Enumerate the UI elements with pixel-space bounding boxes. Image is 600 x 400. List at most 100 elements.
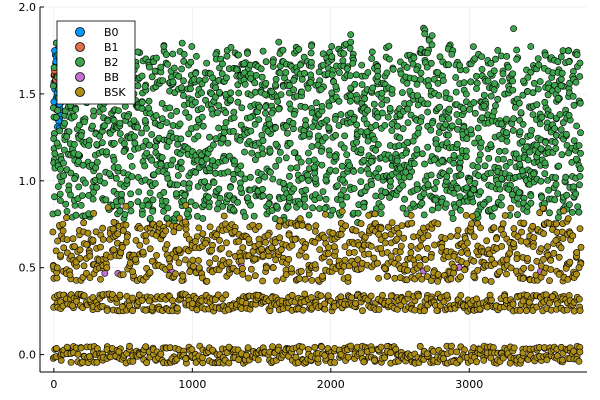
b2-point	[178, 84, 185, 92]
b2-point	[304, 85, 312, 92]
bsk-point	[383, 272, 391, 280]
b2-point	[546, 209, 553, 217]
b2-point	[212, 84, 219, 92]
bsk-point	[338, 207, 346, 215]
bsk-point	[53, 344, 60, 352]
b2-point	[151, 67, 159, 75]
b2-point	[358, 61, 366, 69]
b2-point	[383, 69, 391, 77]
bsk-point	[301, 290, 309, 298]
b2-point	[398, 89, 406, 96]
b2-point	[555, 162, 563, 170]
bsk-point	[311, 261, 319, 269]
bsk-point	[527, 264, 535, 272]
bsk-point	[441, 235, 449, 242]
b2-point	[434, 145, 442, 153]
bsk-point	[470, 233, 478, 240]
b2-point	[131, 139, 139, 147]
bsk-point	[314, 355, 322, 363]
b2-point	[436, 103, 443, 111]
b2-point	[99, 105, 107, 113]
b2-point	[54, 107, 62, 114]
b2-point	[163, 214, 171, 222]
b2-point	[150, 171, 158, 179]
b2-point	[368, 48, 376, 56]
b2-point	[274, 98, 281, 105]
b2-point	[180, 180, 188, 187]
b2-point	[556, 111, 564, 118]
bsk-point	[462, 211, 470, 219]
bsk-point	[153, 251, 160, 259]
b2-point	[491, 80, 499, 87]
b2-point	[423, 63, 431, 71]
b2-point	[533, 101, 541, 109]
b2-point	[188, 43, 196, 50]
b2-point	[346, 97, 354, 105]
bsk-point	[576, 348, 584, 356]
b2-point	[138, 98, 146, 106]
b2-point	[70, 113, 78, 120]
b2-point	[258, 73, 266, 81]
b2-point	[457, 171, 465, 179]
b2-point	[375, 165, 383, 172]
bsk-point	[129, 268, 136, 275]
b2-point	[565, 47, 572, 55]
b2-point	[372, 121, 380, 129]
b2-point	[67, 169, 75, 177]
b2-point	[499, 70, 507, 78]
b2-point	[106, 170, 113, 177]
bsk-point	[513, 255, 521, 263]
b2-point	[111, 139, 118, 147]
bsk-point	[244, 344, 252, 351]
bsk-point	[423, 265, 431, 272]
b2-point	[309, 123, 316, 131]
bsk-point	[296, 215, 304, 223]
b2-point	[350, 168, 358, 175]
b2-point	[339, 176, 347, 184]
bsk-point	[501, 212, 509, 219]
b2-point	[364, 137, 372, 145]
bsk-point	[480, 356, 488, 364]
b2-point	[450, 189, 458, 197]
b2-point	[283, 129, 291, 137]
b2-point	[487, 59, 495, 67]
b2-point	[160, 42, 168, 50]
bsk-point	[560, 207, 567, 215]
b2-point	[230, 127, 237, 135]
bsk-point	[453, 348, 461, 356]
bsk-point	[447, 233, 455, 240]
b2-point	[450, 159, 458, 167]
b2-point	[524, 74, 532, 81]
b2-point	[255, 176, 263, 184]
b2-point	[63, 207, 71, 215]
bsk-point	[212, 255, 219, 262]
b2-point	[322, 195, 330, 203]
bsk-point	[530, 234, 538, 242]
bsk-point	[259, 252, 267, 259]
b2-point	[114, 164, 122, 171]
b2-point	[453, 140, 461, 148]
b2-point	[227, 44, 235, 51]
bsk-point	[302, 253, 310, 261]
b2-point	[146, 189, 154, 197]
b2-point	[558, 69, 566, 77]
bsk-point	[492, 235, 500, 243]
b2-point	[410, 54, 418, 62]
b2-point	[235, 89, 243, 97]
b2-point	[469, 198, 477, 206]
bsk-point	[569, 232, 577, 240]
b2-point	[187, 58, 195, 66]
bsk-point	[99, 224, 106, 232]
b2-point	[237, 184, 244, 192]
b2-point	[575, 142, 583, 149]
bsk-point	[203, 277, 211, 285]
bsk-point	[448, 342, 455, 350]
b2-point	[516, 128, 524, 136]
b2-point	[527, 199, 535, 207]
b2-point	[57, 165, 64, 173]
bsk-point	[573, 249, 581, 256]
bsk-point	[132, 255, 139, 263]
b2-point	[174, 140, 181, 148]
bsk-point	[206, 223, 214, 231]
b2-point	[144, 201, 152, 209]
